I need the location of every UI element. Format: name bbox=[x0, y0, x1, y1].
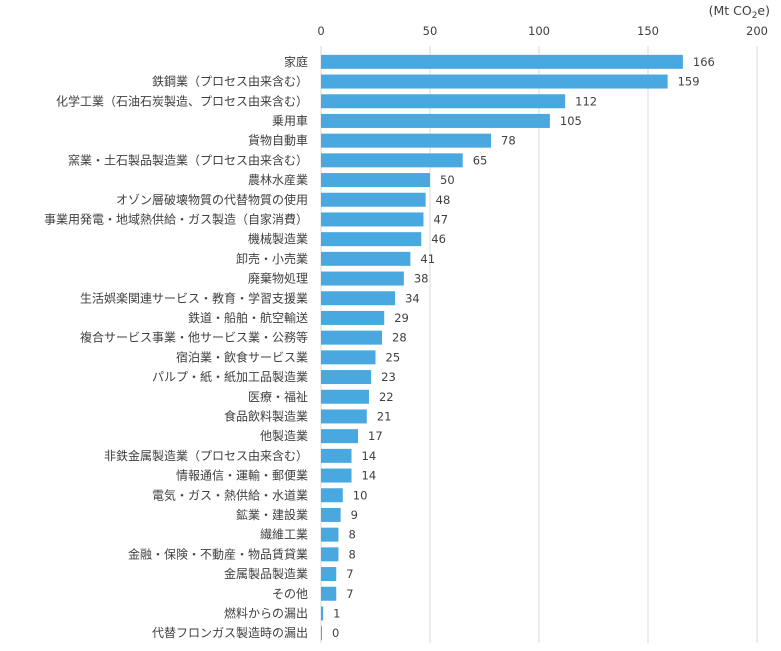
category-label: 廃棄物処理 bbox=[248, 271, 308, 286]
data-label: 166 bbox=[693, 55, 715, 69]
category-label: 医療・福祉 bbox=[248, 389, 308, 404]
data-label: 50 bbox=[440, 173, 455, 187]
category-label: 他製造業 bbox=[260, 429, 308, 443]
category-label: 機械製造業 bbox=[248, 231, 308, 246]
bar bbox=[321, 547, 339, 562]
data-label: 21 bbox=[377, 409, 392, 423]
unit-label: (Mt CO2e) bbox=[709, 3, 770, 21]
category-label: 情報通信・運輸・郵便業 bbox=[176, 468, 308, 483]
bar bbox=[321, 527, 339, 542]
bar bbox=[321, 586, 337, 601]
data-label: 23 bbox=[381, 370, 396, 384]
category-label: 非鉄金属製造業（プロセス由来含む） bbox=[104, 448, 308, 463]
bar bbox=[321, 567, 337, 582]
data-label: 22 bbox=[379, 390, 394, 404]
data-label: 14 bbox=[362, 449, 377, 463]
category-label: 生活娯楽関連サービス・教育・学習支援業 bbox=[80, 290, 308, 305]
data-label: 47 bbox=[433, 212, 448, 226]
category-label: 金融・保険・不動産・物品賃貸業 bbox=[128, 546, 308, 561]
data-label: 1 bbox=[333, 606, 340, 620]
bar bbox=[321, 113, 550, 128]
bar bbox=[321, 232, 422, 247]
data-label: 105 bbox=[560, 114, 582, 128]
data-label: 41 bbox=[420, 252, 435, 266]
bar bbox=[321, 370, 372, 385]
data-label: 28 bbox=[392, 331, 407, 345]
x-tick-label: 50 bbox=[423, 24, 438, 38]
bar bbox=[321, 488, 343, 503]
category-label: 代替フロンガス製造時の漏出 bbox=[152, 626, 308, 640]
category-label: 事業用発電・地域熱供給・ガス製造（自家消費） bbox=[44, 211, 308, 226]
category-label: 卸売・小売業 bbox=[236, 251, 308, 266]
data-label: 17 bbox=[368, 429, 383, 443]
bar bbox=[321, 448, 352, 463]
bar bbox=[321, 291, 396, 306]
data-label: 7 bbox=[346, 567, 353, 581]
category-label: 複合サービス事業・他サービス業・公務等 bbox=[80, 330, 308, 345]
category-label: 農林水産業 bbox=[248, 172, 308, 187]
category-label: 鉄道・船舶・航空輸送 bbox=[188, 310, 308, 325]
x-tick-label: 150 bbox=[637, 24, 659, 38]
x-tick-label: 200 bbox=[746, 24, 768, 38]
bar bbox=[321, 251, 411, 266]
bar bbox=[321, 468, 352, 483]
category-label: 金属製品製造業 bbox=[224, 566, 308, 581]
bar bbox=[321, 330, 383, 345]
category-label: 燃料からの漏出 bbox=[224, 605, 308, 620]
category-label: 窯業・土石製品製造業（プロセス由来含む） bbox=[68, 152, 308, 167]
data-label: 8 bbox=[348, 528, 355, 542]
bar bbox=[321, 606, 324, 621]
data-label: 65 bbox=[473, 153, 488, 167]
bar bbox=[321, 389, 369, 404]
category-label: 鉄鋼業（プロセス由来含む） bbox=[152, 74, 308, 89]
data-label: 25 bbox=[386, 350, 401, 364]
category-label: 繊維工業 bbox=[260, 528, 308, 542]
bar bbox=[321, 173, 430, 188]
data-label: 7 bbox=[346, 587, 353, 601]
bar bbox=[321, 94, 566, 109]
bar bbox=[321, 350, 376, 365]
bars bbox=[321, 54, 683, 641]
bar bbox=[321, 310, 385, 325]
category-label: その他 bbox=[272, 587, 308, 601]
bar bbox=[321, 74, 668, 89]
data-label: 14 bbox=[362, 469, 377, 483]
data-label: 159 bbox=[678, 75, 700, 89]
bar bbox=[321, 54, 683, 69]
category-label: 鉱業・建設業 bbox=[236, 507, 308, 522]
x-tick-label: 100 bbox=[528, 24, 550, 38]
bar bbox=[321, 409, 367, 424]
bar bbox=[321, 192, 426, 207]
data-label: 10 bbox=[353, 488, 368, 502]
category-label: 化学工業（石油石炭製造、プロセス由来含む） bbox=[56, 93, 308, 108]
category-label: 食品飲料製造業 bbox=[224, 408, 308, 423]
data-label: 38 bbox=[414, 272, 429, 286]
data-label: 34 bbox=[405, 291, 420, 305]
category-label: オゾン層破壊物質の代替物質の使用 bbox=[116, 192, 308, 207]
category-label: パルプ・紙・紙加工品製造業 bbox=[152, 369, 308, 384]
data-label: 8 bbox=[348, 547, 355, 561]
data-label: 29 bbox=[394, 311, 409, 325]
data-label: 78 bbox=[501, 134, 516, 148]
bar bbox=[321, 507, 341, 522]
bar bbox=[321, 429, 359, 444]
bar bbox=[321, 626, 322, 641]
bar bbox=[321, 271, 404, 286]
bar bbox=[321, 212, 424, 227]
category-label: 乗用車 bbox=[272, 114, 308, 128]
category-label: 宿泊業・飲食サービス業 bbox=[176, 349, 308, 364]
data-label: 9 bbox=[351, 508, 358, 522]
data-label: 46 bbox=[431, 232, 446, 246]
x-tick-label: 0 bbox=[317, 24, 324, 38]
data-label: 0 bbox=[332, 626, 339, 640]
data-label: 112 bbox=[575, 94, 597, 108]
bar bbox=[321, 133, 492, 148]
category-label: 電気・ガス・熱供給・水道業 bbox=[152, 487, 308, 502]
category-label: 家庭 bbox=[284, 54, 308, 69]
data-label: 48 bbox=[436, 193, 451, 207]
category-label: 貨物自動車 bbox=[248, 133, 308, 148]
bar bbox=[321, 153, 463, 168]
